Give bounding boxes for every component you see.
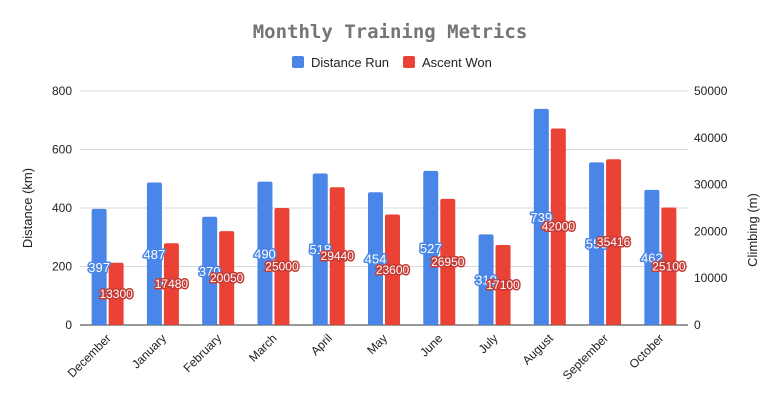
category-label: July [476, 331, 501, 356]
left-tick-label: 200 [52, 260, 72, 274]
data-label-distance-run: 527 [420, 241, 442, 256]
legend-swatch-ascent-won [403, 56, 415, 68]
bar-distance-run [91, 208, 107, 325]
left-tick-label: 0 [65, 318, 72, 332]
data-label-ascent-won: 42000 [542, 220, 576, 234]
bar-distance-run [146, 182, 162, 325]
right-axis-ticks: 0 10000 20000 30000 40000 50000 [694, 84, 728, 332]
category-label: October [626, 331, 666, 371]
bar-ascent-won [163, 243, 179, 325]
bar-distance-run [368, 192, 383, 325]
data-label-distance-run: 490 [254, 246, 276, 261]
data-label-ascent-won: 13300 [99, 287, 133, 301]
data-label-ascent-won: 29440 [321, 249, 355, 263]
data-label-ascent-won: 17480 [155, 277, 189, 291]
data-label-ascent-won: 23600 [376, 263, 410, 277]
bar-distance-run [257, 181, 273, 325]
right-tick-label: 50000 [694, 84, 728, 98]
bar-ascent-won [108, 262, 124, 325]
bar-ascent-won [219, 231, 235, 325]
data-label-distance-run: 739 [530, 210, 552, 225]
bar-ascent-won [274, 208, 290, 325]
right-tick-label: 40000 [694, 131, 728, 145]
data-label-ascent-won: 20050 [210, 271, 244, 285]
legend-swatch-distance-run [292, 56, 304, 68]
gridlines [80, 90, 688, 326]
bar-ascent-won [661, 207, 677, 325]
data-label-distance-run: 462 [641, 250, 663, 265]
bar-distance-run [312, 173, 328, 325]
data-label-ascent-won: 25100 [652, 259, 686, 273]
data-label-ascent-won: 17100 [486, 278, 520, 292]
right-tick-label: 0 [694, 318, 701, 332]
category-label: May [364, 331, 390, 357]
bar-distance-run [478, 234, 494, 325]
left-axis-ticks: 0 200 400 600 800 [52, 84, 72, 332]
right-tick-label: 10000 [694, 271, 728, 285]
category-label: August [520, 331, 557, 368]
category-label: February [180, 331, 224, 375]
data-label-ascent-won: 26950 [431, 255, 465, 269]
data-label-ascent-won: 25000 [265, 260, 299, 274]
right-axis-title: Climbing (m) [745, 193, 760, 267]
left-tick-label: 800 [52, 84, 72, 98]
legend-label-distance-run: Distance Run [311, 55, 389, 70]
bars [91, 108, 677, 325]
legend: Distance Run Ascent Won [292, 55, 492, 70]
category-label: December [65, 331, 114, 380]
bar-distance-run [644, 189, 660, 325]
bar-distance-run [533, 108, 549, 325]
chart-title: Monthly Training Metrics [253, 21, 528, 43]
bar-ascent-won [495, 244, 511, 325]
bar-ascent-won [329, 187, 345, 325]
data-label-distance-run: 454 [365, 252, 387, 267]
category-label: June [417, 331, 446, 360]
right-tick-label: 30000 [694, 178, 728, 192]
bar-distance-run [589, 162, 605, 325]
bar-distance-run [423, 170, 439, 325]
bar-ascent-won [440, 198, 456, 325]
category-label: April [308, 331, 335, 358]
legend-label-ascent-won: Ascent Won [422, 55, 492, 70]
left-axis-title: Distance (km) [20, 168, 35, 248]
bar-distance-run [202, 216, 218, 325]
data-label-distance-run: 397 [88, 260, 110, 275]
category-label: March [246, 331, 279, 364]
data-label-distance-run: 487 [144, 247, 166, 262]
bar-ascent-won [606, 159, 622, 325]
data-label-distance-run: 370 [199, 264, 221, 279]
category-label: January [129, 331, 169, 371]
data-label-distance-run: 518 [309, 242, 331, 257]
data-label-ascent-won: 35416 [597, 235, 631, 249]
right-tick-label: 20000 [694, 224, 728, 238]
bar-ascent-won [385, 214, 400, 325]
left-tick-label: 600 [52, 143, 72, 157]
left-tick-label: 400 [52, 201, 72, 215]
data-label-distance-run: 556 [586, 237, 608, 252]
bar-ascent-won [550, 128, 566, 325]
data-label-distance-run: 310 [475, 273, 497, 288]
category-labels: December January February March April May June… [65, 331, 667, 383]
category-label: September [560, 331, 611, 382]
